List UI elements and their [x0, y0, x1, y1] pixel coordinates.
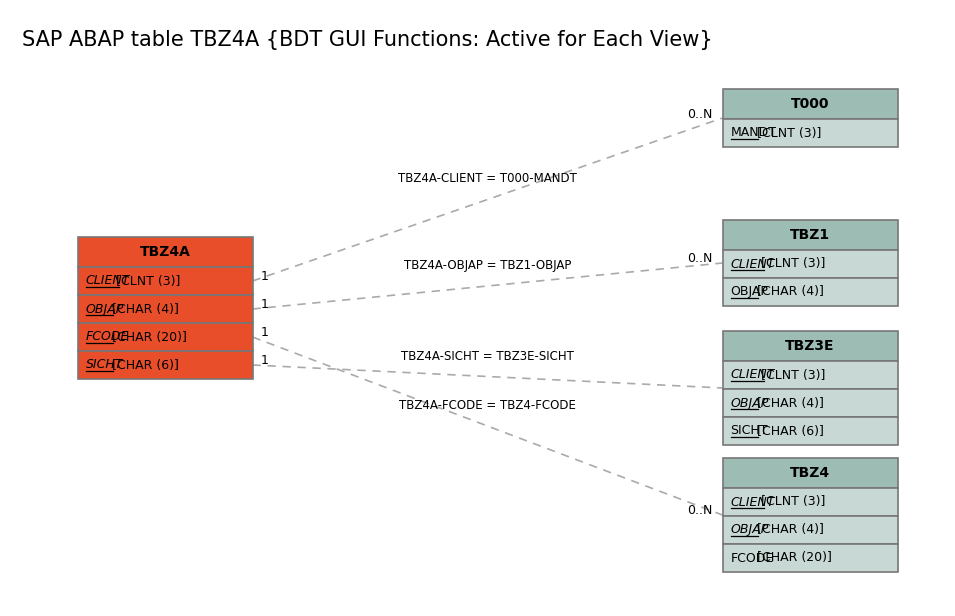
Text: CLIENT: CLIENT: [731, 257, 775, 270]
Text: OBJAP: OBJAP: [731, 397, 769, 410]
Text: 1: 1: [261, 299, 268, 312]
Text: [CHAR (4)]: [CHAR (4)]: [753, 524, 824, 537]
FancyBboxPatch shape: [77, 323, 252, 351]
FancyBboxPatch shape: [723, 250, 898, 278]
Text: TBZ1: TBZ1: [790, 228, 830, 242]
Text: FCODE: FCODE: [86, 331, 129, 344]
FancyBboxPatch shape: [723, 89, 898, 119]
FancyBboxPatch shape: [723, 389, 898, 417]
FancyBboxPatch shape: [723, 220, 898, 250]
FancyBboxPatch shape: [723, 417, 898, 445]
Text: [CHAR (4)]: [CHAR (4)]: [753, 397, 824, 410]
Text: [CHAR (6)]: [CHAR (6)]: [753, 424, 824, 437]
Text: 0..N: 0..N: [688, 108, 712, 121]
Text: CLIENT: CLIENT: [86, 275, 130, 288]
Text: [CLNT (3)]: [CLNT (3)]: [113, 275, 180, 288]
Text: OBJAP: OBJAP: [731, 524, 769, 537]
Text: TBZ4A-SICHT = TBZ3E-SICHT: TBZ4A-SICHT = TBZ3E-SICHT: [401, 349, 574, 362]
FancyBboxPatch shape: [723, 488, 898, 516]
Text: MANDT: MANDT: [731, 126, 776, 139]
Text: 1: 1: [261, 326, 268, 339]
FancyBboxPatch shape: [723, 119, 898, 147]
Text: CLIENT: CLIENT: [731, 368, 775, 381]
Text: [CLNT (3)]: [CLNT (3)]: [757, 257, 826, 270]
FancyBboxPatch shape: [77, 237, 252, 267]
Text: TBZ4A-OBJAP = TBZ1-OBJAP: TBZ4A-OBJAP = TBZ1-OBJAP: [404, 259, 571, 272]
FancyBboxPatch shape: [77, 351, 252, 379]
Text: OBJAP: OBJAP: [731, 285, 769, 299]
Text: [CHAR (4)]: [CHAR (4)]: [753, 285, 824, 299]
Text: [CLNT (3)]: [CLNT (3)]: [757, 495, 826, 508]
Text: FCODE: FCODE: [731, 551, 774, 564]
Text: 1: 1: [261, 354, 268, 368]
FancyBboxPatch shape: [77, 295, 252, 323]
FancyBboxPatch shape: [723, 516, 898, 544]
Text: SICHT: SICHT: [86, 359, 123, 371]
Text: SICHT: SICHT: [731, 424, 768, 437]
Text: TBZ4A-FCODE = TBZ4-FCODE: TBZ4A-FCODE = TBZ4-FCODE: [399, 399, 576, 412]
Text: TBZ4A-CLIENT = T000-MANDT: TBZ4A-CLIENT = T000-MANDT: [398, 172, 577, 185]
Text: 0..N: 0..N: [688, 253, 712, 265]
FancyBboxPatch shape: [723, 331, 898, 361]
FancyBboxPatch shape: [723, 544, 898, 572]
Text: [CHAR (6)]: [CHAR (6)]: [108, 359, 179, 371]
Text: CLIENT: CLIENT: [731, 495, 775, 508]
Text: [CHAR (20)]: [CHAR (20)]: [108, 331, 186, 344]
FancyBboxPatch shape: [723, 278, 898, 306]
Text: [CLNT (3)]: [CLNT (3)]: [757, 368, 826, 381]
Text: OBJAP: OBJAP: [86, 302, 124, 315]
Text: [CLNT (3)]: [CLNT (3)]: [753, 126, 821, 139]
FancyBboxPatch shape: [77, 267, 252, 295]
FancyBboxPatch shape: [723, 361, 898, 389]
Text: 0..N: 0..N: [688, 505, 712, 517]
Text: SAP ABAP table TBZ4A {BDT GUI Functions: Active for Each View}: SAP ABAP table TBZ4A {BDT GUI Functions:…: [22, 30, 712, 50]
Text: [CHAR (20)]: [CHAR (20)]: [753, 551, 832, 564]
Text: 1: 1: [261, 270, 268, 283]
Text: TBZ3E: TBZ3E: [785, 339, 835, 353]
Text: [CHAR (4)]: [CHAR (4)]: [108, 302, 179, 315]
FancyBboxPatch shape: [723, 458, 898, 488]
Text: TBZ4: TBZ4: [790, 466, 830, 480]
Text: TBZ4A: TBZ4A: [139, 245, 190, 259]
Text: T000: T000: [791, 97, 829, 111]
